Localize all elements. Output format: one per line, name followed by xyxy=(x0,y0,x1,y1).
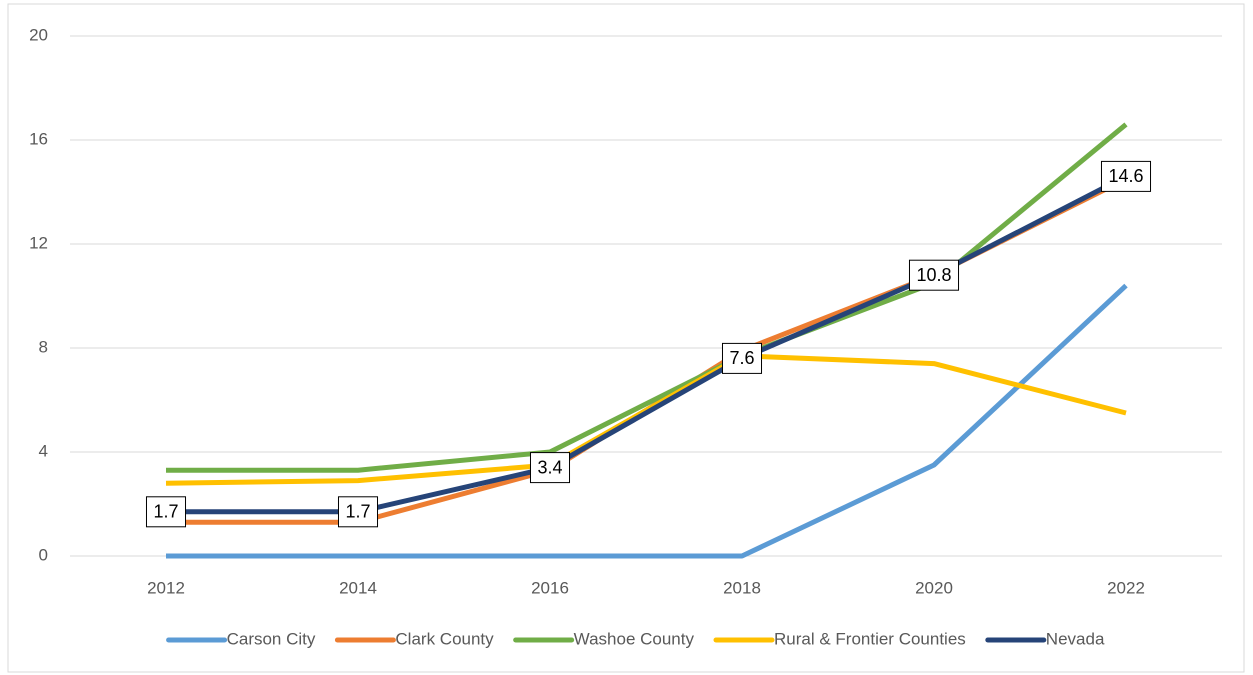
data-label-text: 1.7 xyxy=(153,502,178,522)
series-line xyxy=(166,283,1128,559)
data-label-box xyxy=(145,496,187,528)
legend-label: Nevada xyxy=(1046,629,1105,648)
x-tick-label: 2012 xyxy=(147,578,185,597)
legend: Carson City Clark County Washoe County Rura… xyxy=(166,629,1105,648)
x-tick-label: 2020 xyxy=(915,578,953,597)
legend-label: Washoe County xyxy=(574,629,695,648)
data-label-text: 14.6 xyxy=(1108,166,1143,186)
y-tick-label: 16 xyxy=(29,129,48,148)
data-label-text: 7.6 xyxy=(729,348,754,368)
data-label-text: 3.4 xyxy=(537,457,562,477)
chart-border xyxy=(7,3,1245,673)
data-label-box xyxy=(721,342,763,374)
data-label: 14.6 xyxy=(1100,160,1152,192)
data-label-box xyxy=(1100,160,1152,192)
data-label: 10.8 xyxy=(908,259,960,291)
data-label-text: 1.7 xyxy=(345,502,370,522)
data-label: 1.7 xyxy=(337,496,379,528)
data-label: 3.4 xyxy=(529,452,571,484)
data-label-box xyxy=(337,496,379,528)
y-tick-label: 12 xyxy=(29,233,48,252)
x-tick-label: 2014 xyxy=(339,578,377,597)
x-tick-label: 2018 xyxy=(723,578,761,597)
data-label-box xyxy=(908,259,960,291)
legend-label: Rural & Frontier Counties xyxy=(774,629,966,648)
y-tick-label: 0 xyxy=(39,545,48,564)
y-tick-label: 4 xyxy=(39,441,48,460)
data-label-box xyxy=(529,452,571,484)
legend-label: Clark County xyxy=(395,629,494,648)
x-tick-label: 2016 xyxy=(531,578,569,597)
series-line xyxy=(166,174,1128,515)
data-label: 1.7 xyxy=(145,496,187,528)
data-label-text: 10.8 xyxy=(916,265,951,285)
y-tick-label: 8 xyxy=(39,337,48,356)
data-label: 7.6 xyxy=(721,342,763,374)
x-tick-label: 2022 xyxy=(1107,578,1145,597)
legend-label: Carson City xyxy=(227,629,316,648)
y-tick-label: 20 xyxy=(29,25,48,44)
